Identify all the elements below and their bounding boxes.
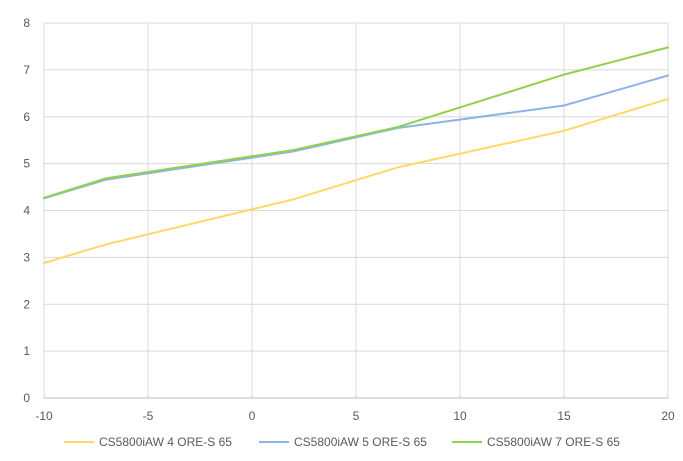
y-tick-label: 3 [23, 250, 30, 264]
series-line-2 [43, 74, 669, 200]
legend-label-2: CS5800iAW 5 ORE-S 65 [294, 435, 427, 449]
x-tick-label: 10 [453, 409, 467, 423]
x-tick-labels: -10 -5 0 5 10 15 20 [35, 409, 675, 423]
y-tick-label: 6 [23, 110, 30, 124]
legend-label-3: CS5800iAW 7 ORE-S 65 [487, 435, 620, 449]
y-tick-label: 2 [23, 297, 30, 311]
y-tick-label: 7 [23, 63, 30, 77]
x-tick-label: 0 [249, 409, 256, 423]
y-tick-label: 0 [23, 391, 30, 405]
x-tick-label: -10 [35, 409, 53, 423]
y-tick-label: 5 [23, 157, 30, 171]
x-tick-label: -5 [143, 409, 154, 423]
x-tick-label: 5 [353, 409, 360, 423]
y-tick-labels: 0 1 2 3 4 5 6 7 8 [23, 16, 30, 405]
series-line-1 [43, 97, 669, 264]
series-lines [43, 46, 669, 264]
legend-label-1: CS5800iAW 4 ORE-S 65 [99, 435, 232, 449]
y-tick-label: 4 [23, 204, 30, 218]
series-line-3 [43, 46, 669, 199]
y-tick-label: 1 [23, 344, 30, 358]
x-tick-label: 15 [557, 409, 571, 423]
legend: CS5800iAW 4 ORE-S 65 CS5800iAW 5 ORE-S 65… [64, 435, 620, 449]
grid-lines [43, 22, 669, 398]
y-tick-label: 8 [23, 16, 30, 30]
x-tick-label: 20 [661, 409, 675, 423]
